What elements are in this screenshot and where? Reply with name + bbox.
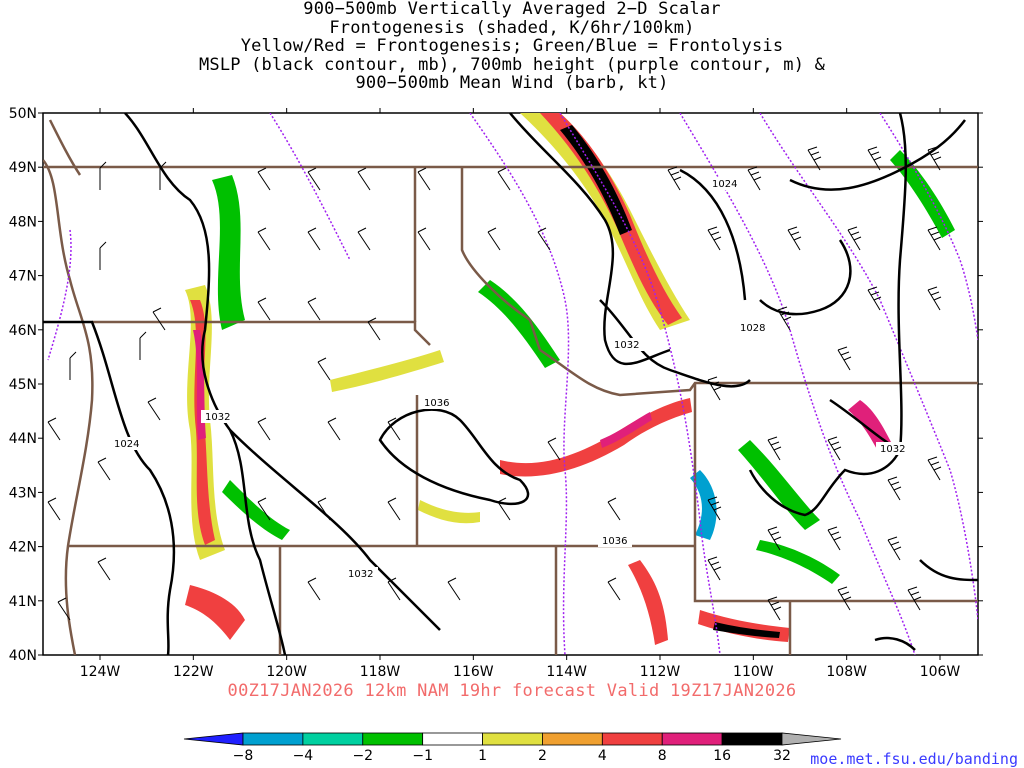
lat-label: 46N xyxy=(9,323,37,339)
lon-label: 106W xyxy=(920,664,961,680)
lat-label: 50N xyxy=(9,106,37,122)
isobar-label: 1032 xyxy=(348,569,373,580)
colorbar-tick-label: 2 xyxy=(538,748,547,764)
isobar-label: 1032 xyxy=(205,412,230,423)
lat-label: 42N xyxy=(9,540,37,556)
colorbar-segment xyxy=(661,732,723,746)
lat-label: 47N xyxy=(9,269,37,285)
lon-label: 114W xyxy=(546,664,587,680)
colorbar-segment xyxy=(183,732,244,746)
lon-label: 116W xyxy=(453,664,494,680)
isobar-label: 1032 xyxy=(880,444,905,455)
lon-label: 120W xyxy=(266,664,307,680)
colorbar-segment xyxy=(362,732,424,746)
isobar-label: 1028 xyxy=(740,323,765,334)
lon-label: 122W xyxy=(173,664,214,680)
isobars xyxy=(43,113,978,655)
colorbar-segment xyxy=(482,732,543,746)
isobar-label: 1024 xyxy=(712,179,737,190)
lat-labels: 50N 49N 48N 47N 46N 45N 44N 43N 42N 41N 40N xyxy=(9,106,37,664)
colorbar-segment xyxy=(242,732,304,746)
title-line-3: Yellow/Red = Frontogenesis; Green/Blue =… xyxy=(240,36,784,56)
lon-label: 124W xyxy=(80,664,121,680)
colorbar-tick-label: −2 xyxy=(352,748,373,764)
colorbar-tick-label: −8 xyxy=(233,748,254,764)
isobar-label: 1032 xyxy=(614,340,639,351)
lat-label: 40N xyxy=(9,648,37,664)
lat-label: 49N xyxy=(9,160,37,176)
colorbar-tick-label: −4 xyxy=(293,748,314,764)
colorbar-tick-labels: −8 −4 −2 −1 1 2 4 8 16 32 xyxy=(233,748,791,764)
colorbar-segment xyxy=(721,732,783,746)
isobar-labels: 1024 1024 1028 1032 1032 1036 1032 1036 … xyxy=(110,177,910,580)
lat-label: 48N xyxy=(9,214,37,230)
lon-label: 118W xyxy=(360,664,401,680)
colorbar-tick-label: −1 xyxy=(412,748,433,764)
state-borders xyxy=(43,119,978,655)
colorbar-tick-label: 16 xyxy=(713,748,731,764)
colorbar-segment xyxy=(302,732,364,746)
lon-label: 110W xyxy=(733,664,774,680)
title-line-2: Frontogenesis (shaded, K/6hr/100km) xyxy=(329,17,695,38)
lat-label: 45N xyxy=(9,377,37,393)
lat-label: 43N xyxy=(9,485,37,501)
height-contours xyxy=(47,113,978,655)
colorbar-tick-label: 32 xyxy=(773,748,791,764)
colorbar-tick-label: 4 xyxy=(598,748,607,764)
lat-label: 41N xyxy=(9,594,37,610)
lon-label: 108W xyxy=(826,664,867,680)
title-line-4: MSLP (black contour, mb), 700mb height (… xyxy=(198,54,826,75)
lon-label: 112W xyxy=(640,664,681,680)
colorbar-segment xyxy=(422,732,483,746)
title-line-1: 900−500mb Vertically Averaged 2−D Scalar xyxy=(303,0,721,19)
lon-labels: 124W 122W 120W 118W 116W 114W 112W 110W 108W 106W xyxy=(80,664,961,680)
valid-time-text: 00Z17JAN2026 12km NAM 19hr forecast Vali… xyxy=(227,681,797,701)
axis-ticks xyxy=(38,108,983,660)
title-line-5: 900−500mb Mean Wind (barb, kt) xyxy=(355,73,669,93)
colorbar-tick-label: 8 xyxy=(658,748,667,764)
isobar-label: 1036 xyxy=(602,536,627,547)
colorbar-segment xyxy=(781,732,842,746)
colorbar-segment xyxy=(542,732,603,746)
isobar-label: 1036 xyxy=(424,398,449,409)
colorbar-tick-label: 1 xyxy=(478,748,487,764)
title-block: 900−500mb Vertically Averaged 2−D Scalar… xyxy=(0,0,1024,93)
lat-label: 44N xyxy=(9,431,37,447)
isobar-label: 1024 xyxy=(114,439,139,450)
colorbar xyxy=(183,732,842,746)
credit-link[interactable]: moe.met.fsu.edu/banding xyxy=(810,750,1018,768)
colorbar-segment xyxy=(601,732,663,746)
